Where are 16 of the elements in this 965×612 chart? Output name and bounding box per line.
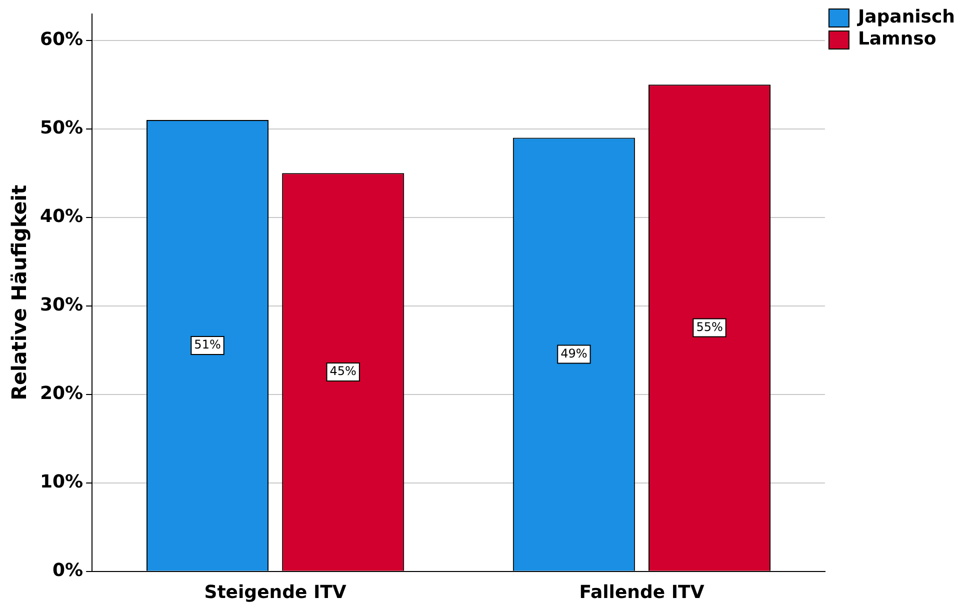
y-tick-label: 60% (40, 29, 84, 50)
legend-label: Lamnso (858, 28, 936, 50)
x-tick-label: Fallende ITV (579, 582, 704, 603)
y-tick-label: 10% (40, 472, 84, 493)
data-label: 51% (194, 338, 221, 352)
y-axis-title: Relative Häufigkeit (7, 184, 32, 400)
y-tick-label: 0% (52, 560, 84, 582)
data-label: 49% (560, 346, 588, 360)
legend-label: Japanisch (856, 6, 956, 28)
y-tick-label: 30% (40, 294, 84, 316)
x-tick-label: Steigende ITV (204, 582, 346, 603)
data-label: 45% (330, 364, 356, 378)
y-tick-label: 20% (40, 383, 84, 404)
data-label: 55% (696, 320, 723, 334)
y-tick-label: 50% (40, 118, 84, 139)
y-tick-label: 40% (40, 206, 84, 228)
